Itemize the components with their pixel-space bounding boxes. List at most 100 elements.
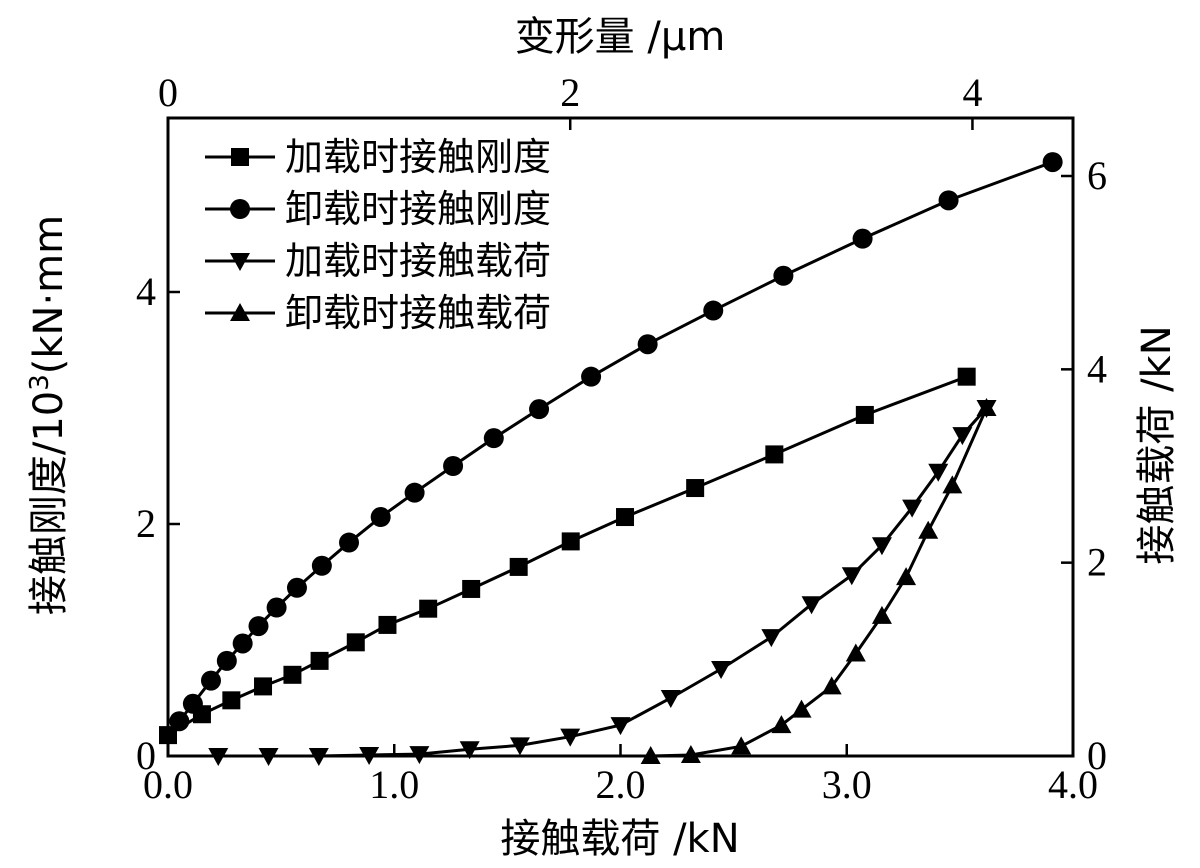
data-point — [266, 597, 287, 618]
legend-item: 卸载时接触刚度 — [205, 187, 551, 231]
data-point — [222, 691, 241, 710]
data-point — [370, 507, 391, 528]
data-point — [216, 650, 237, 671]
data-point — [462, 579, 481, 598]
data-point — [419, 599, 438, 618]
data-point — [258, 748, 279, 766]
legend-item: 加载时接触载荷 — [205, 239, 551, 283]
data-point — [871, 605, 892, 624]
data-point — [483, 428, 504, 449]
data-point — [957, 367, 976, 386]
series-line — [178, 160, 1054, 723]
data-point — [821, 676, 842, 695]
x2-axis-title: 变形量 /μm — [515, 14, 726, 60]
data-point — [248, 616, 269, 637]
data-point — [581, 366, 602, 387]
legend-marker — [230, 303, 250, 321]
data-point — [918, 520, 939, 539]
data-point — [561, 532, 580, 551]
x2-tick-label: 2 — [560, 70, 580, 115]
data-point — [509, 557, 528, 576]
data-point — [310, 651, 329, 670]
data-point — [232, 633, 253, 654]
right-y-axis: 0 2 4 6 — [1061, 153, 1107, 778]
data-point — [896, 567, 917, 586]
series-triangle-up — [640, 398, 997, 764]
data-point — [616, 508, 635, 527]
data-point — [308, 748, 329, 766]
data-point — [976, 398, 997, 416]
data-point — [459, 741, 480, 760]
data-point — [773, 265, 794, 286]
y2-axis-title: 接触载荷 /kN — [1134, 325, 1180, 564]
data-point — [938, 190, 959, 211]
y2-tick-label: 0 — [1087, 733, 1107, 778]
data-point — [254, 677, 273, 696]
legend-marker — [230, 253, 250, 271]
data-point — [409, 746, 430, 765]
data-point — [1042, 152, 1063, 173]
legend-marker — [230, 199, 250, 219]
data-point — [660, 690, 681, 708]
data-point — [339, 532, 359, 553]
data-point — [841, 567, 862, 586]
series-triangle-down — [208, 400, 997, 766]
data-point — [703, 300, 724, 321]
data-point — [845, 643, 866, 662]
data-point — [208, 748, 229, 766]
y-axis-title-superscript: 3 — [25, 374, 55, 391]
x-axis-title: 接触载荷 /kN — [500, 816, 739, 862]
data-point — [680, 745, 701, 764]
legend-label: 加载时接触载荷 — [285, 239, 551, 283]
legend-item: 卸载时接触载荷 — [205, 291, 551, 335]
data-point — [871, 537, 892, 556]
data-point — [711, 661, 732, 679]
data-point — [560, 728, 581, 747]
series-layer — [159, 152, 1063, 766]
data-point — [791, 699, 812, 718]
x-tick-label: 0.0 — [143, 762, 193, 807]
data-point — [182, 693, 203, 714]
y-axis-title-main: 接触刚度/10 — [26, 391, 72, 615]
x-tick-label: 3.0 — [822, 762, 872, 807]
top-x-axis: 0 2 4 — [158, 70, 982, 130]
data-point — [529, 399, 550, 420]
y2-tick-label: 4 — [1087, 346, 1107, 391]
data-point — [404, 482, 425, 503]
data-point — [801, 596, 822, 615]
data-point — [378, 615, 397, 634]
y-axis-title: 接触刚度/103(kN·mm — [25, 215, 72, 615]
data-point — [952, 427, 973, 446]
x-tick-label: 2.0 — [596, 762, 646, 807]
data-point — [928, 463, 949, 482]
x-tick-label: 4.0 — [1048, 762, 1098, 807]
legend-label: 卸载时接触刚度 — [285, 187, 551, 231]
data-point — [637, 334, 658, 355]
data-point — [286, 577, 307, 598]
data-point — [640, 746, 661, 764]
series-line — [650, 407, 988, 758]
series-square — [159, 367, 976, 745]
data-point — [902, 499, 923, 518]
data-point — [761, 629, 782, 648]
x2-tick-label: 0 — [158, 70, 178, 115]
y2-tick-label: 2 — [1087, 540, 1107, 585]
data-point — [771, 715, 792, 734]
legend-marker — [231, 148, 249, 166]
data-point — [686, 479, 705, 498]
legend-item: 加载时接触刚度 — [205, 135, 551, 179]
legend-label: 卸载时接触载荷 — [285, 291, 551, 335]
data-point — [942, 475, 963, 494]
y-tick-label: 0 — [136, 733, 156, 778]
x2-tick-label: 4 — [962, 70, 982, 115]
data-point — [169, 711, 190, 732]
data-point — [852, 228, 873, 249]
data-point — [765, 445, 784, 464]
data-point — [855, 405, 874, 424]
data-point — [159, 726, 177, 745]
data-point — [346, 633, 365, 652]
data-point — [731, 736, 752, 755]
legend-label: 加载时接触刚度 — [285, 135, 551, 179]
data-point — [610, 717, 631, 736]
